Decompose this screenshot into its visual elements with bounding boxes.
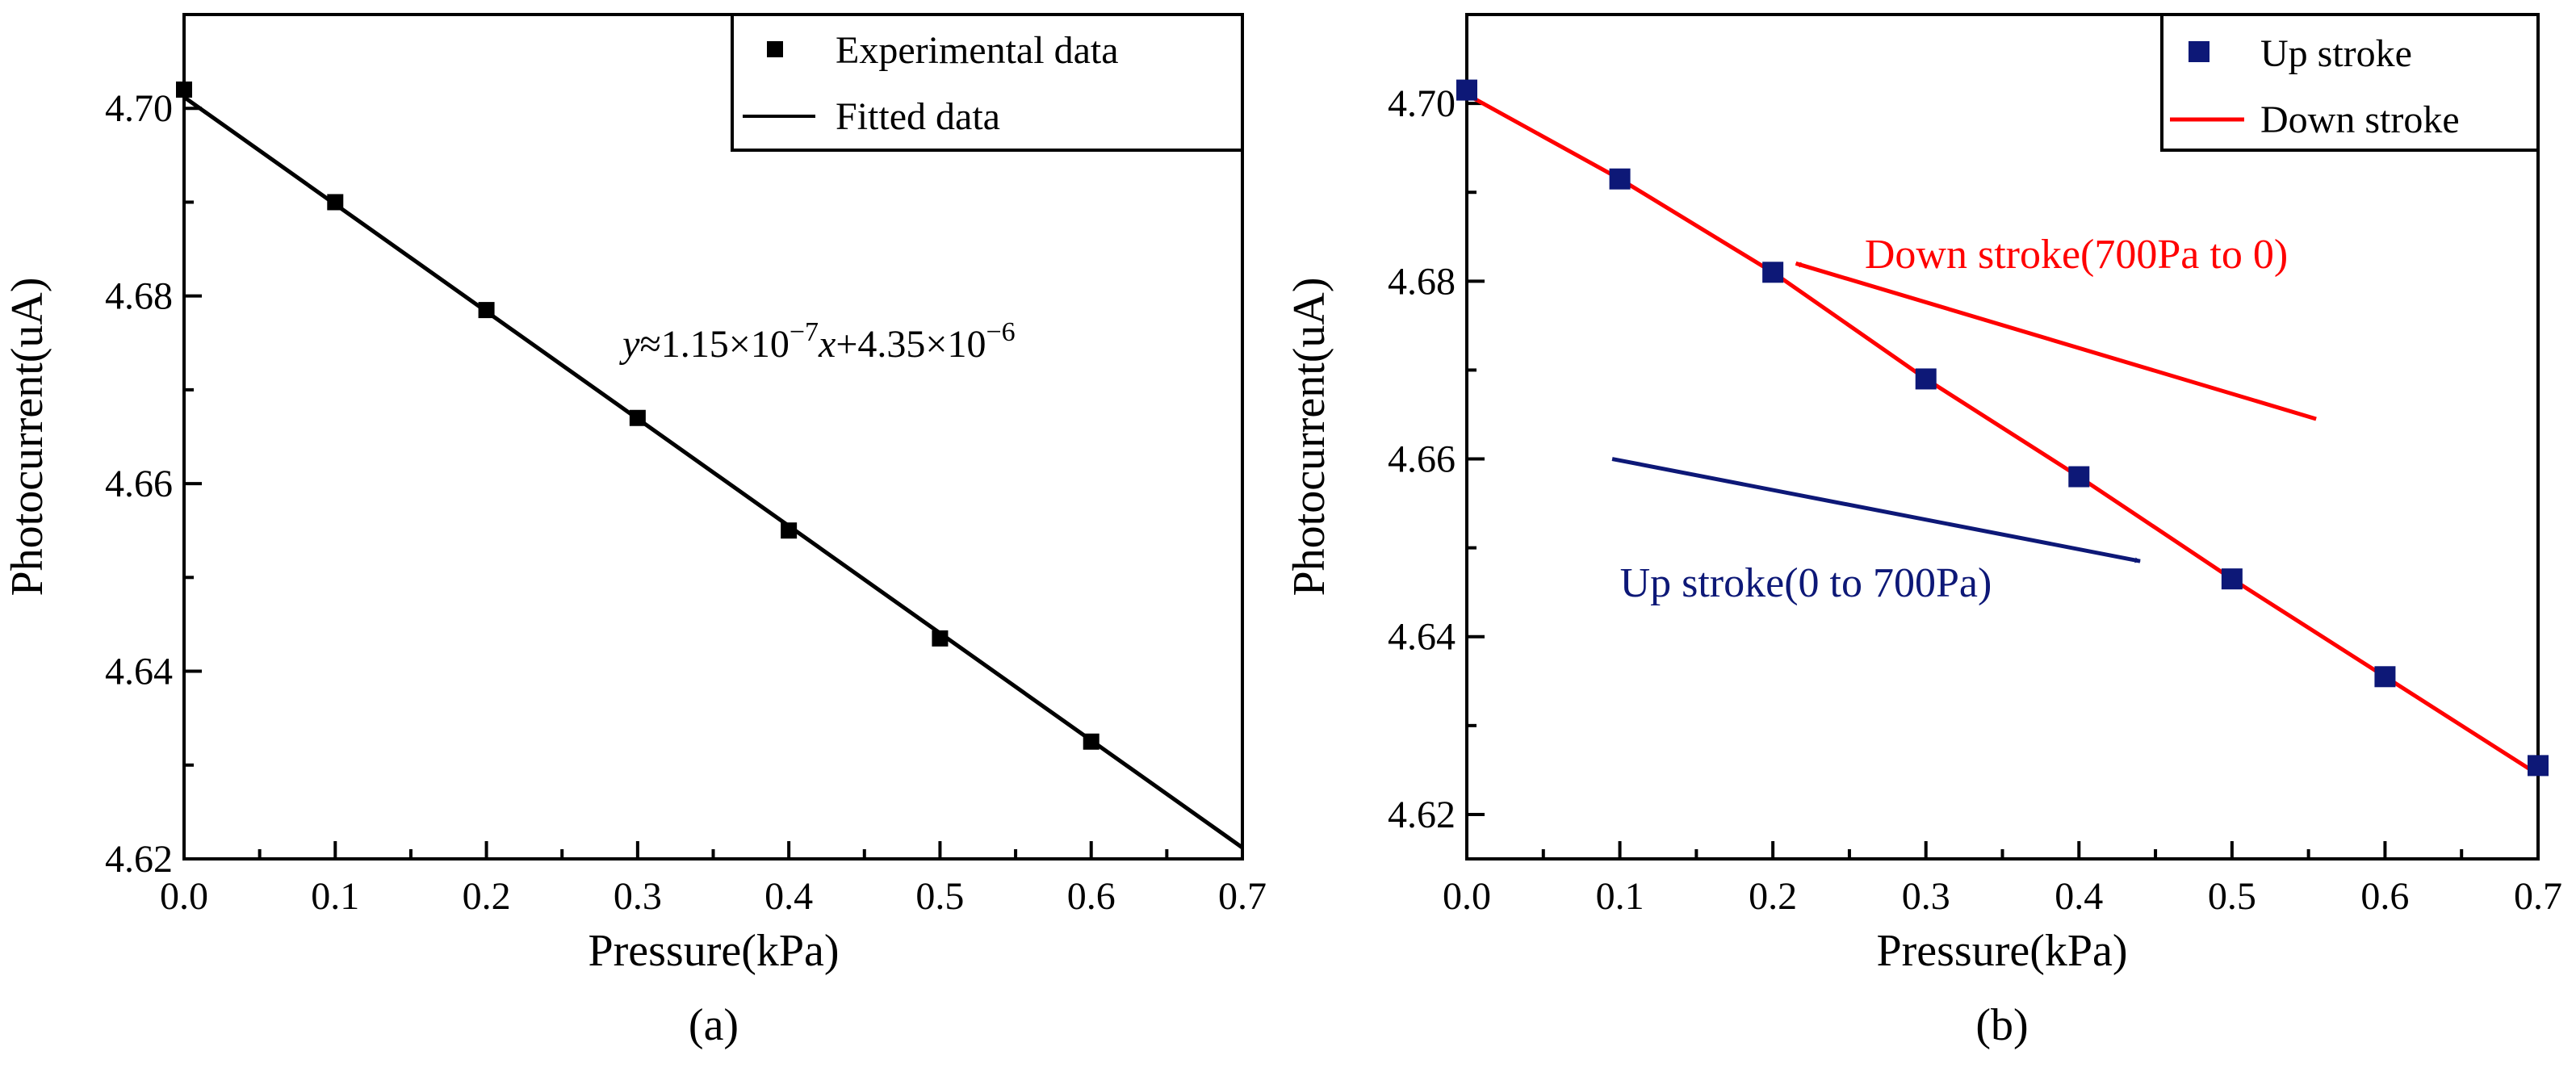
x-tick-label-b: 0.3: [1902, 875, 1950, 918]
x-tick-label-a: 0.0: [160, 875, 208, 918]
panel-a: 0.0 0.1 0.2 0.3 0.4 0.5 0.6 0.7 4.62 4.64 4.66 4.68…: [2, 13, 1267, 1050]
data-point-experimental-data: [176, 81, 192, 98]
x-axis-title-b: Pressure(kPa): [1876, 926, 2127, 976]
x-tick-label-b: 0.1: [1596, 875, 1644, 918]
x-tick-label-b: 0.4: [2055, 875, 2103, 918]
data-point-up-stroke: [2221, 568, 2243, 590]
eq-exp2: −6: [986, 317, 1016, 347]
x-tick-label-b: 0.7: [2514, 875, 2562, 918]
data-point-up-stroke: [2528, 755, 2549, 777]
legend-a: Experimental data Fitted data: [731, 13, 1244, 152]
data-point-up-stroke: [1609, 168, 1631, 190]
eq-exp1: −7: [790, 317, 819, 347]
legend-label-up-stroke: Up stroke: [2260, 32, 2412, 75]
x-tick-label-b: 0.6: [2360, 875, 2409, 918]
y-tick-label-b: 4.64: [1388, 616, 1456, 659]
y-tick-label-b: 4.70: [1388, 82, 1456, 125]
fit-equation: y≈1.15×10−7x+4.35×10−6: [618, 317, 1016, 366]
a-series: [176, 81, 1244, 850]
legend-marker-experimental: [767, 41, 783, 57]
b-annotations: Down stroke(700Pa to 0) Up stroke(0 to 7…: [1611, 232, 2317, 606]
series-line-fitted-data: [182, 95, 1244, 850]
y-tick-label-a: 4.62: [105, 838, 173, 881]
b-ticks: 0.0 0.1 0.2 0.3 0.4 0.5 0.6 0.7 4.62 4.64 4.66 4.68…: [1388, 82, 2562, 918]
x-tick-label-a: 0.3: [614, 875, 662, 918]
data-point-experimental-data: [478, 302, 495, 319]
legend-marker-up-stroke: [2189, 41, 2209, 62]
x-tick-label-b: 0.0: [1443, 875, 1491, 918]
panel-caption-a: (a): [689, 1000, 739, 1050]
y-axis-title-a: Photocurrent(uA): [2, 277, 52, 596]
x-tick-label-a: 0.5: [915, 875, 964, 918]
data-point-up-stroke: [1456, 79, 1477, 101]
down-stroke-annotation: Down stroke(700Pa to 0): [1865, 232, 2288, 278]
x-tick-label-a: 0.4: [764, 875, 813, 918]
panel-b: 0.0 0.1 0.2 0.3 0.4 0.5 0.6 0.7 4.62 4.64 4.66 4.68…: [1284, 13, 2562, 1050]
y-tick-label-a: 4.64: [105, 651, 173, 693]
x-tick-label-a: 0.1: [311, 875, 359, 918]
legend-b: Up stroke Down stroke: [2160, 13, 2540, 152]
legend-box-b: [2160, 13, 2540, 152]
x-tick-label-b: 0.5: [2208, 875, 2256, 918]
a-ticks: 0.0 0.1 0.2 0.3 0.4 0.5 0.6 0.7 4.62 4.64 4.66 4.68…: [105, 87, 1267, 918]
y-tick-label-a: 4.66: [105, 463, 173, 505]
eq-coef1: ≈1.15×10: [639, 323, 789, 366]
y-axis-title-b: Photocurrent(uA): [1284, 277, 1334, 596]
up-stroke-annotation: Up stroke(0 to 700Pa): [1620, 560, 1992, 606]
y-tick-label-b: 4.66: [1388, 438, 1456, 481]
data-point-up-stroke: [1915, 368, 1937, 390]
x-tick-label-a: 0.7: [1218, 875, 1267, 918]
legend-label-down-stroke: Down stroke: [2260, 98, 2460, 141]
data-point-experimental-data: [781, 522, 798, 539]
y-tick-label-b: 4.62: [1388, 794, 1456, 836]
legend-box-a: [731, 13, 1244, 152]
series-line-down-stroke: [1465, 92, 2540, 777]
data-point-up-stroke: [2068, 466, 2090, 488]
x-axis-title-a: Pressure(kPa): [588, 926, 839, 976]
panel-caption-b: (b): [1975, 1000, 2028, 1050]
data-point-experimental-data: [327, 194, 344, 211]
data-point-up-stroke: [2374, 666, 2396, 688]
x-tick-label-a: 0.6: [1067, 875, 1116, 918]
up-stroke-arrow: [1611, 457, 2141, 563]
eq-x: x: [818, 323, 836, 366]
eq-coef2: +4.35×10: [836, 323, 986, 366]
y-tick-label-a: 4.68: [105, 275, 173, 318]
eq-y: y: [618, 323, 640, 366]
legend-label-experimental: Experimental data: [836, 29, 1119, 72]
b-series: [1456, 79, 2549, 777]
y-tick-label-a: 4.70: [105, 87, 173, 130]
y-tick-label-b: 4.68: [1388, 260, 1456, 303]
data-point-experimental-data: [932, 630, 949, 647]
legend-label-fitted: Fitted data: [836, 95, 1000, 138]
data-point-up-stroke: [1762, 262, 1784, 283]
data-point-experimental-data: [1083, 733, 1100, 750]
x-tick-label-b: 0.2: [1749, 875, 1797, 918]
x-tick-label-a: 0.2: [463, 875, 511, 918]
down-stroke-arrow: [1795, 261, 2317, 421]
data-point-experimental-data: [629, 409, 646, 426]
